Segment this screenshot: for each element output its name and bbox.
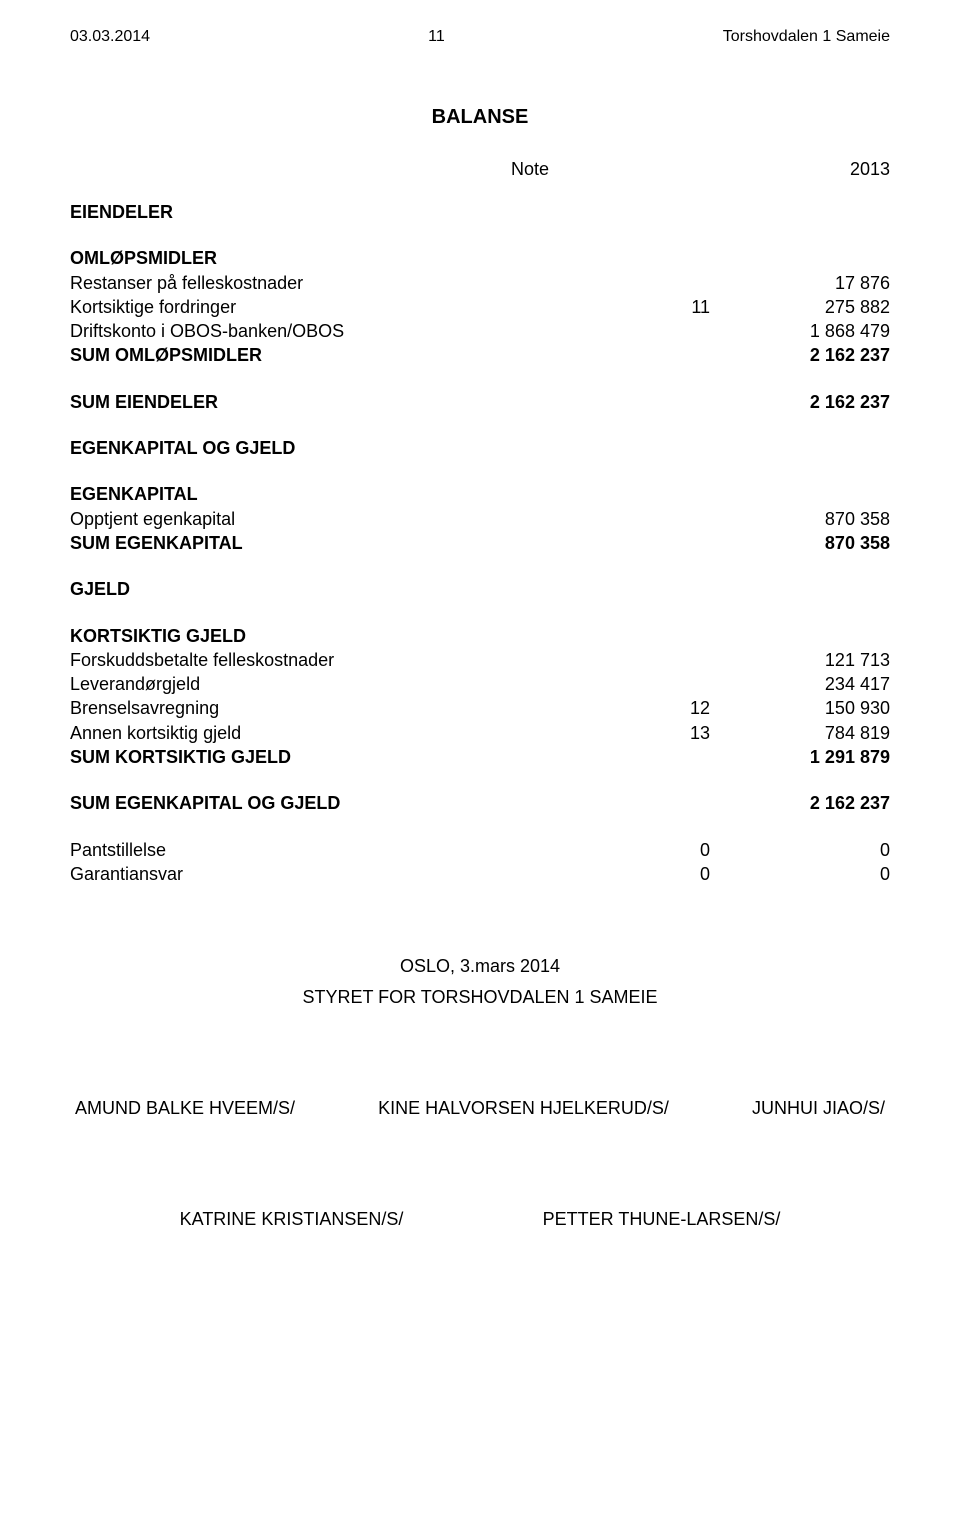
signature: AMUND BALKE HVEEM/S/ (75, 1098, 295, 1119)
signature: JUNHUI JIAO/S/ (752, 1098, 885, 1119)
sum-label: SUM EIENDELER (70, 390, 620, 414)
pantstillelse-row: Pantstillelse 0 0 (70, 838, 890, 862)
sum-eiendeler: SUM EIENDELER 2 162 237 (70, 390, 890, 414)
header-date: 03.03.2014 (70, 28, 150, 46)
line-value: 784 819 (710, 721, 890, 745)
line-item: Opptjent egenkapital 870 358 (70, 507, 890, 531)
sum-egenkapital: SUM EGENKAPITAL 870 358 (70, 531, 890, 555)
footer-place-date: OSLO, 3.mars 2014 (70, 956, 890, 977)
sum-egenkapital-og-gjeld: SUM EGENKAPITAL OG GJELD 2 162 237 (70, 791, 890, 815)
line-value: 0 (710, 862, 890, 886)
garantiansvar-row: Garantiansvar 0 0 (70, 862, 890, 886)
line-label: Restanser på felleskostnader (70, 271, 620, 295)
line-value: 234 417 (710, 672, 890, 696)
line-label: Brenselsavregning (70, 696, 620, 720)
line-label: Leverandørgjeld (70, 672, 620, 696)
line-label: Kortsiktige fordringer (70, 295, 620, 319)
line-item: Driftskonto i OBOS-banken/OBOS 1 868 479 (70, 319, 890, 343)
sum-label: SUM EGENKAPITAL (70, 531, 620, 555)
sum-kortsiktig-gjeld: SUM KORTSIKTIG GJELD 1 291 879 (70, 745, 890, 769)
signature: KATRINE KRISTIANSEN/S/ (180, 1209, 404, 1230)
sum-value: 2 162 237 (710, 343, 890, 367)
line-value: 275 882 (710, 295, 890, 319)
line-label: Opptjent egenkapital (70, 507, 620, 531)
signature-row-1: AMUND BALKE HVEEM/S/ KINE HALVORSEN HJEL… (70, 1098, 890, 1119)
line-value: 0 (710, 838, 890, 862)
line-note: 12 (620, 696, 710, 720)
sum-value: 1 291 879 (710, 745, 890, 769)
section-label: OMLØPSMIDLER (70, 246, 890, 270)
line-value: 1 868 479 (710, 319, 890, 343)
section-egenkapital: EGENKAPITAL (70, 482, 890, 506)
line-note (620, 271, 710, 295)
sum-omlopsmidler: SUM OMLØPSMIDLER 2 162 237 (70, 343, 890, 367)
section-label: EIENDELER (70, 200, 890, 224)
line-item: Annen kortsiktig gjeld 13 784 819 (70, 721, 890, 745)
line-label: Driftskonto i OBOS-banken/OBOS (70, 319, 620, 343)
line-label: Pantstillelse (70, 838, 620, 862)
signature: KINE HALVORSEN HJELKERUD/S/ (378, 1098, 669, 1119)
section-kortsiktig-gjeld: KORTSIKTIG GJELD (70, 624, 890, 648)
page-header: 03.03.2014 11 Torshovdalen 1 Sameie (70, 28, 890, 46)
line-value: 121 713 (710, 648, 890, 672)
sum-label: SUM OMLØPSMIDLER (70, 343, 620, 367)
line-note: 11 (620, 295, 710, 319)
line-value: 0 (620, 838, 710, 862)
section-eiendeler: EIENDELER (70, 200, 890, 224)
line-value: 0 (620, 862, 710, 886)
section-label: EGENKAPITAL (70, 482, 890, 506)
line-item: Brenselsavregning 12 150 930 (70, 696, 890, 720)
line-label: Forskuddsbetalte felleskostnader (70, 648, 620, 672)
sum-value: 2 162 237 (710, 791, 890, 815)
line-value: 150 930 (710, 696, 890, 720)
line-item: Restanser på felleskostnader 17 876 (70, 271, 890, 295)
line-value: 17 876 (710, 271, 890, 295)
header-page-number: 11 (428, 28, 445, 46)
sum-label: SUM KORTSIKTIG GJELD (70, 745, 620, 769)
section-gjeld: GJELD (70, 577, 890, 601)
column-headers: Note 2013 (70, 159, 890, 180)
document-title: BALANSE (70, 106, 890, 129)
header-org: Torshovdalen 1 Sameie (723, 28, 890, 46)
year-column-label: 2013 (710, 159, 890, 180)
line-note (620, 648, 710, 672)
line-value: 870 358 (710, 507, 890, 531)
sum-value: 2 162 237 (710, 390, 890, 414)
line-item: Forskuddsbetalte felleskostnader 121 713 (70, 648, 890, 672)
sum-label: SUM EGENKAPITAL OG GJELD (70, 791, 620, 815)
note-column-label: Note (350, 159, 710, 180)
section-label: GJELD (70, 577, 890, 601)
line-label: Annen kortsiktig gjeld (70, 721, 620, 745)
signature-row-2: KATRINE KRISTIANSEN/S/ PETTER THUNE-LARS… (70, 1209, 890, 1260)
line-note (620, 319, 710, 343)
line-item: Leverandørgjeld 234 417 (70, 672, 890, 696)
sum-value: 870 358 (710, 531, 890, 555)
section-label: KORTSIKTIG GJELD (70, 624, 890, 648)
footer-board: STYRET FOR TORSHOVDALEN 1 SAMEIE (70, 987, 890, 1008)
section-omlopsmidler: OMLØPSMIDLER (70, 246, 890, 270)
signature: PETTER THUNE-LARSEN/S/ (543, 1209, 781, 1230)
line-label: Garantiansvar (70, 862, 620, 886)
section-label: EGENKAPITAL OG GJELD (70, 436, 890, 460)
line-note: 13 (620, 721, 710, 745)
line-item: Kortsiktige fordringer 11 275 882 (70, 295, 890, 319)
line-note (620, 672, 710, 696)
section-egenkapital-og-gjeld: EGENKAPITAL OG GJELD (70, 436, 890, 460)
